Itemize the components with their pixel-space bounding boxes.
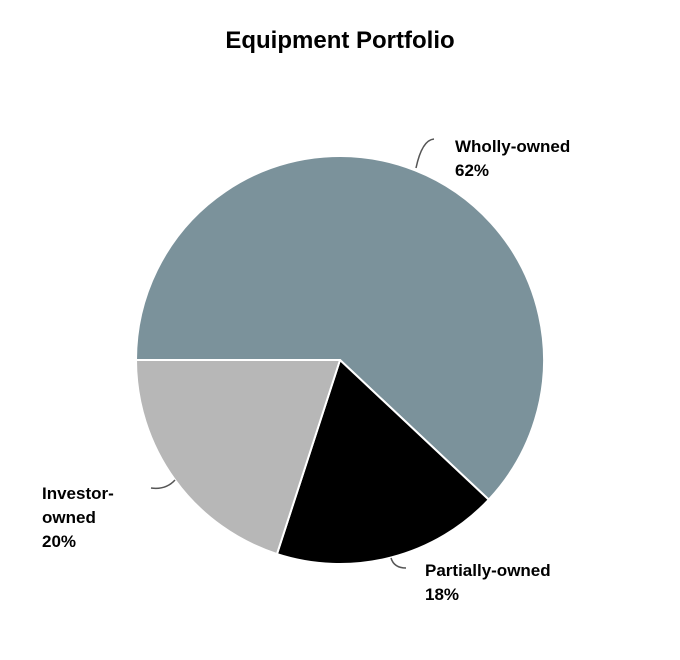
- slice-name-label: Partially-owned: [425, 561, 551, 580]
- slice-name-label: Wholly-owned: [455, 137, 570, 156]
- slice-value-label: 62%: [455, 161, 489, 180]
- leader-line: [390, 557, 407, 569]
- leader-line: [415, 138, 435, 169]
- chart-title: Equipment Portfolio: [225, 27, 455, 54]
- slice-value-label: 18%: [425, 585, 459, 604]
- slice-label: Wholly-owned 62%: [455, 137, 570, 180]
- slice-label: Partially-owned 18%: [425, 561, 551, 604]
- slice-name-label: owned: [42, 508, 96, 527]
- slice-label: Investor-owned 20%: [42, 484, 114, 551]
- leader-line: [150, 479, 176, 490]
- pie-slice-wholly-owned: [135, 155, 545, 501]
- pie-slice-investor-owned: [135, 359, 341, 556]
- slice-value-label: 20%: [42, 532, 76, 551]
- slice-name-label: Investor-: [42, 484, 114, 503]
- leader-lines: [150, 138, 435, 569]
- slice-labels: Wholly-owned 62% Partially-owned 18% Investo…: [42, 137, 570, 604]
- pie-slice-partially-owned: [275, 359, 490, 565]
- pie-slices: [135, 155, 545, 565]
